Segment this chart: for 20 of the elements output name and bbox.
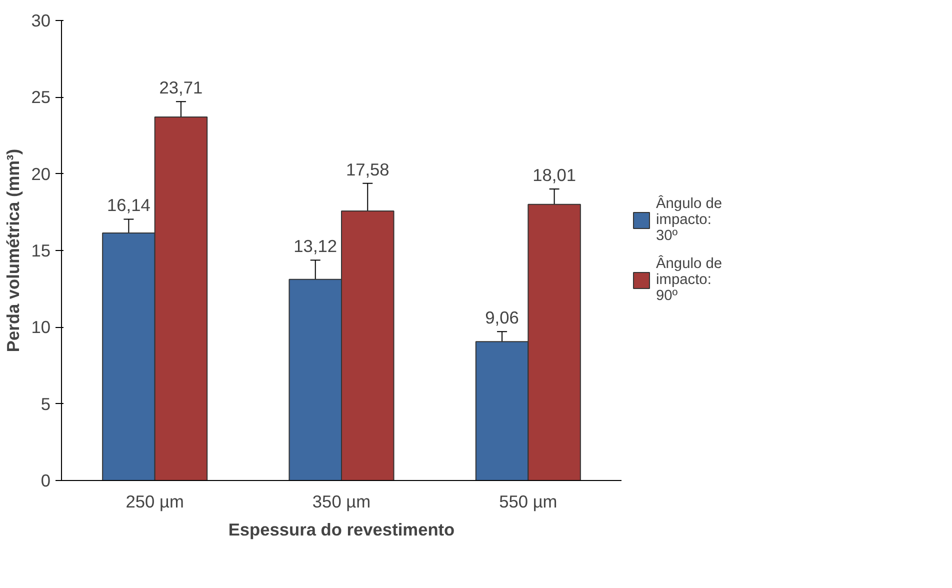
data-label: 23,71 [159,78,203,98]
y-tick-label: 20 [31,164,51,184]
legend-label: Ângulo de impacto: 30º [656,196,722,244]
legend-label: Ângulo de impacto: 90º [656,256,722,304]
x-axis-title: Espessura do revestimento [228,520,455,540]
y-tick-label: 0 [40,470,51,490]
y-axis-title: Perda volumétrica (mm³) [3,148,24,352]
y-tick-label: 15 [31,240,51,260]
data-label: 13,12 [294,236,338,256]
x-tick-label: 350 µm [312,492,371,512]
data-label: 9,06 [485,308,519,328]
y-tick-label: 30 [31,10,51,30]
x-tick-label: 250 µm [126,492,184,512]
y-tick-label: 10 [31,317,51,338]
y-tick-label: 25 [31,87,51,108]
x-tick-label: 550 µm [499,492,558,512]
data-label: 17,58 [346,159,390,180]
y-tick-label: 5 [40,394,51,414]
data-label: 18,01 [532,165,576,186]
data-label: 16,14 [107,195,151,216]
